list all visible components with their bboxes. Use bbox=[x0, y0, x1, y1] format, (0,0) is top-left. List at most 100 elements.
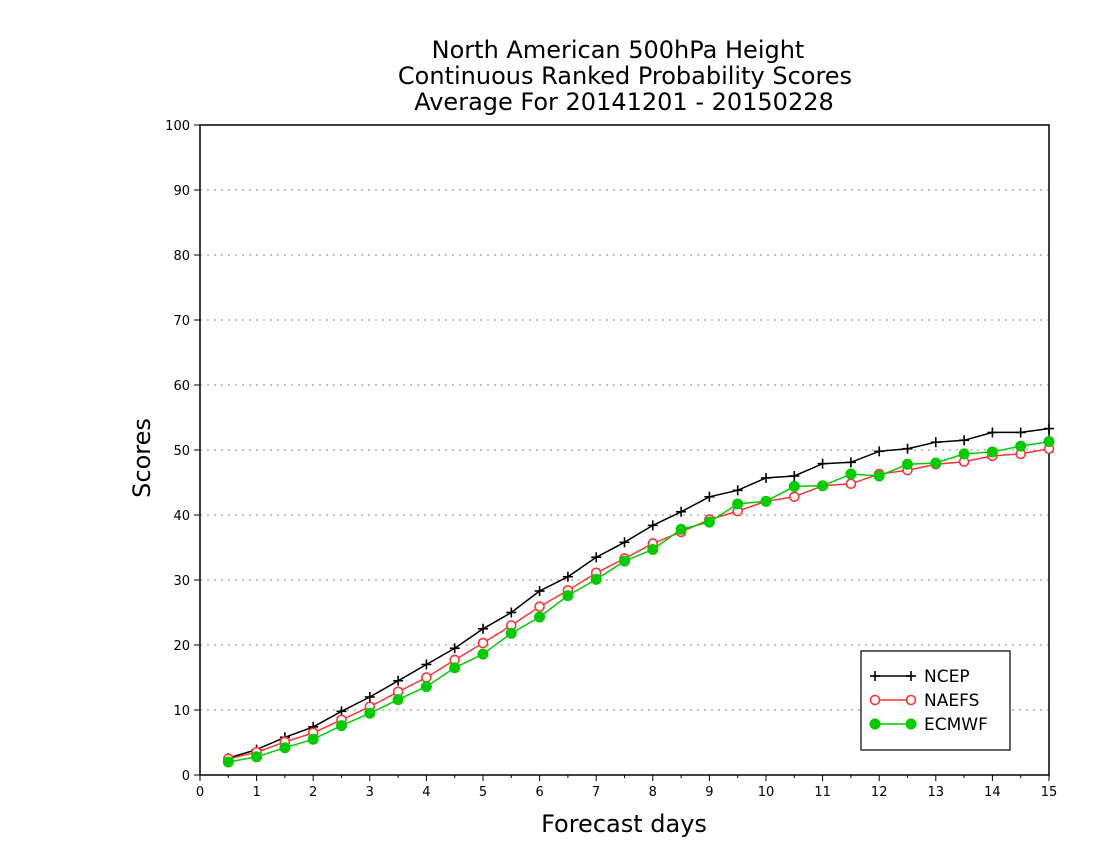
data-point-ncep bbox=[421, 659, 432, 670]
x-tick-label: 13 bbox=[928, 785, 945, 800]
x-tick-label: 11 bbox=[814, 785, 831, 800]
data-point-ecmwf bbox=[534, 611, 546, 623]
data-point-ecmwf bbox=[873, 470, 885, 482]
data-point-ecmwf bbox=[845, 468, 857, 480]
y-tick-label: 20 bbox=[173, 639, 190, 654]
data-point-ecmwf bbox=[392, 694, 404, 706]
x-tick-label: 0 bbox=[196, 785, 204, 800]
x-tick-label: 6 bbox=[535, 785, 543, 800]
x-tick-label: 10 bbox=[758, 785, 775, 800]
x-tick-label: 7 bbox=[592, 785, 600, 800]
data-point-ncep bbox=[959, 435, 970, 446]
data-point-naefs bbox=[477, 637, 489, 649]
data-point-ncep bbox=[562, 571, 573, 582]
data-point-ncep bbox=[761, 472, 771, 483]
data-point-naefs bbox=[421, 672, 432, 683]
legend-marker bbox=[869, 694, 881, 706]
x-tick-label: 3 bbox=[366, 785, 374, 800]
data-point-ecmwf bbox=[760, 495, 772, 507]
y-tick-label: 70 bbox=[173, 314, 190, 329]
legend-item-ncep: NCEP bbox=[870, 667, 970, 687]
x-tick-label: 15 bbox=[1041, 785, 1058, 800]
x-tick-label: 4 bbox=[422, 785, 430, 800]
chart-title-line-3: Average For 20141201 - 20150228 bbox=[414, 88, 834, 116]
y-tick-label: 0 bbox=[182, 769, 190, 784]
grid bbox=[200, 189, 1049, 711]
legend-marker bbox=[870, 671, 880, 681]
y-tick-label: 40 bbox=[173, 509, 190, 524]
series-ecmwf bbox=[222, 436, 1055, 768]
data-point-ncep bbox=[591, 552, 602, 563]
data-point-ncep bbox=[704, 491, 715, 502]
series bbox=[222, 423, 1055, 768]
data-point-ncep bbox=[676, 506, 687, 517]
legend-item-naefs: NAEFS bbox=[869, 691, 979, 711]
data-point-ecmwf bbox=[251, 751, 263, 763]
data-point-ncep bbox=[874, 446, 885, 457]
data-point-ncep bbox=[364, 692, 375, 702]
y-tick-label: 50 bbox=[173, 444, 190, 459]
data-point-ecmwf bbox=[222, 756, 234, 768]
y-tick-label: 90 bbox=[173, 184, 190, 199]
data-point-ncep bbox=[902, 443, 913, 454]
x-tick-label: 9 bbox=[705, 785, 713, 800]
y-tick-label: 60 bbox=[173, 379, 190, 394]
legend-marker bbox=[905, 718, 917, 730]
data-point-ecmwf bbox=[590, 573, 602, 585]
data-point-ecmwf bbox=[562, 590, 574, 602]
data-point-ncep bbox=[1044, 423, 1054, 434]
y-axis-label: Scores bbox=[128, 418, 156, 498]
y-tick-label: 30 bbox=[173, 574, 190, 589]
data-point-ecmwf bbox=[732, 498, 744, 510]
data-point-ecmwf bbox=[1043, 436, 1055, 448]
legend: NCEP NAEFS ECMWF bbox=[860, 650, 1011, 751]
data-point-ecmwf bbox=[477, 648, 489, 660]
data-point-ecmwf bbox=[364, 707, 376, 719]
chart-title-line-2: Continuous Ranked Probability Scores bbox=[398, 62, 852, 90]
x-tick-label: 14 bbox=[984, 785, 1001, 800]
x-tick-label: 8 bbox=[649, 785, 657, 800]
series-line-ncep bbox=[228, 427, 1050, 759]
data-point-ncep bbox=[619, 537, 630, 548]
data-point-ncep bbox=[449, 643, 460, 654]
data-point-ecmwf bbox=[619, 555, 630, 567]
data-point-ncep bbox=[393, 675, 404, 686]
y-tick-label: 10 bbox=[173, 704, 190, 719]
legend-marker bbox=[906, 671, 916, 681]
data-point-ncep bbox=[1015, 427, 1026, 438]
data-point-ncep bbox=[534, 586, 545, 597]
legend-label: NCEP bbox=[924, 667, 970, 687]
x-tick-label: 5 bbox=[479, 785, 487, 800]
data-point-ncep bbox=[817, 458, 828, 469]
data-point-naefs bbox=[788, 491, 800, 503]
legend-label: NAEFS bbox=[924, 691, 979, 711]
data-point-ecmwf bbox=[788, 480, 800, 492]
x-tick-label: 1 bbox=[252, 785, 260, 800]
data-point-ecmwf bbox=[958, 448, 970, 460]
chart-title-line-1: North American 500hPa Height bbox=[432, 36, 805, 64]
legend-marker bbox=[905, 694, 917, 706]
data-point-ncep bbox=[647, 520, 658, 531]
legend-label: ECMWF bbox=[924, 715, 988, 735]
data-point-ncep bbox=[987, 427, 998, 438]
data-point-ecmwf bbox=[902, 458, 913, 470]
data-point-naefs bbox=[534, 601, 545, 612]
data-point-ecmwf bbox=[986, 446, 998, 458]
data-point-ncep bbox=[506, 607, 517, 618]
x-tick-label: 2 bbox=[309, 785, 317, 800]
data-point-ecmwf bbox=[930, 457, 942, 469]
legend-item-ecmwf: ECMWF bbox=[869, 715, 988, 735]
legend-marker bbox=[869, 718, 881, 730]
data-point-ecmwf bbox=[279, 742, 291, 754]
data-point-ncep bbox=[732, 485, 743, 496]
data-point-ecmwf bbox=[420, 681, 432, 693]
data-point-ecmwf bbox=[336, 720, 347, 732]
data-point-ecmwf bbox=[1015, 440, 1027, 452]
data-point-ecmwf bbox=[307, 733, 319, 745]
data-point-ncep bbox=[478, 623, 488, 634]
y-tick-label: 80 bbox=[173, 249, 190, 264]
data-point-naefs bbox=[845, 478, 857, 490]
data-point-ncep bbox=[930, 437, 941, 448]
